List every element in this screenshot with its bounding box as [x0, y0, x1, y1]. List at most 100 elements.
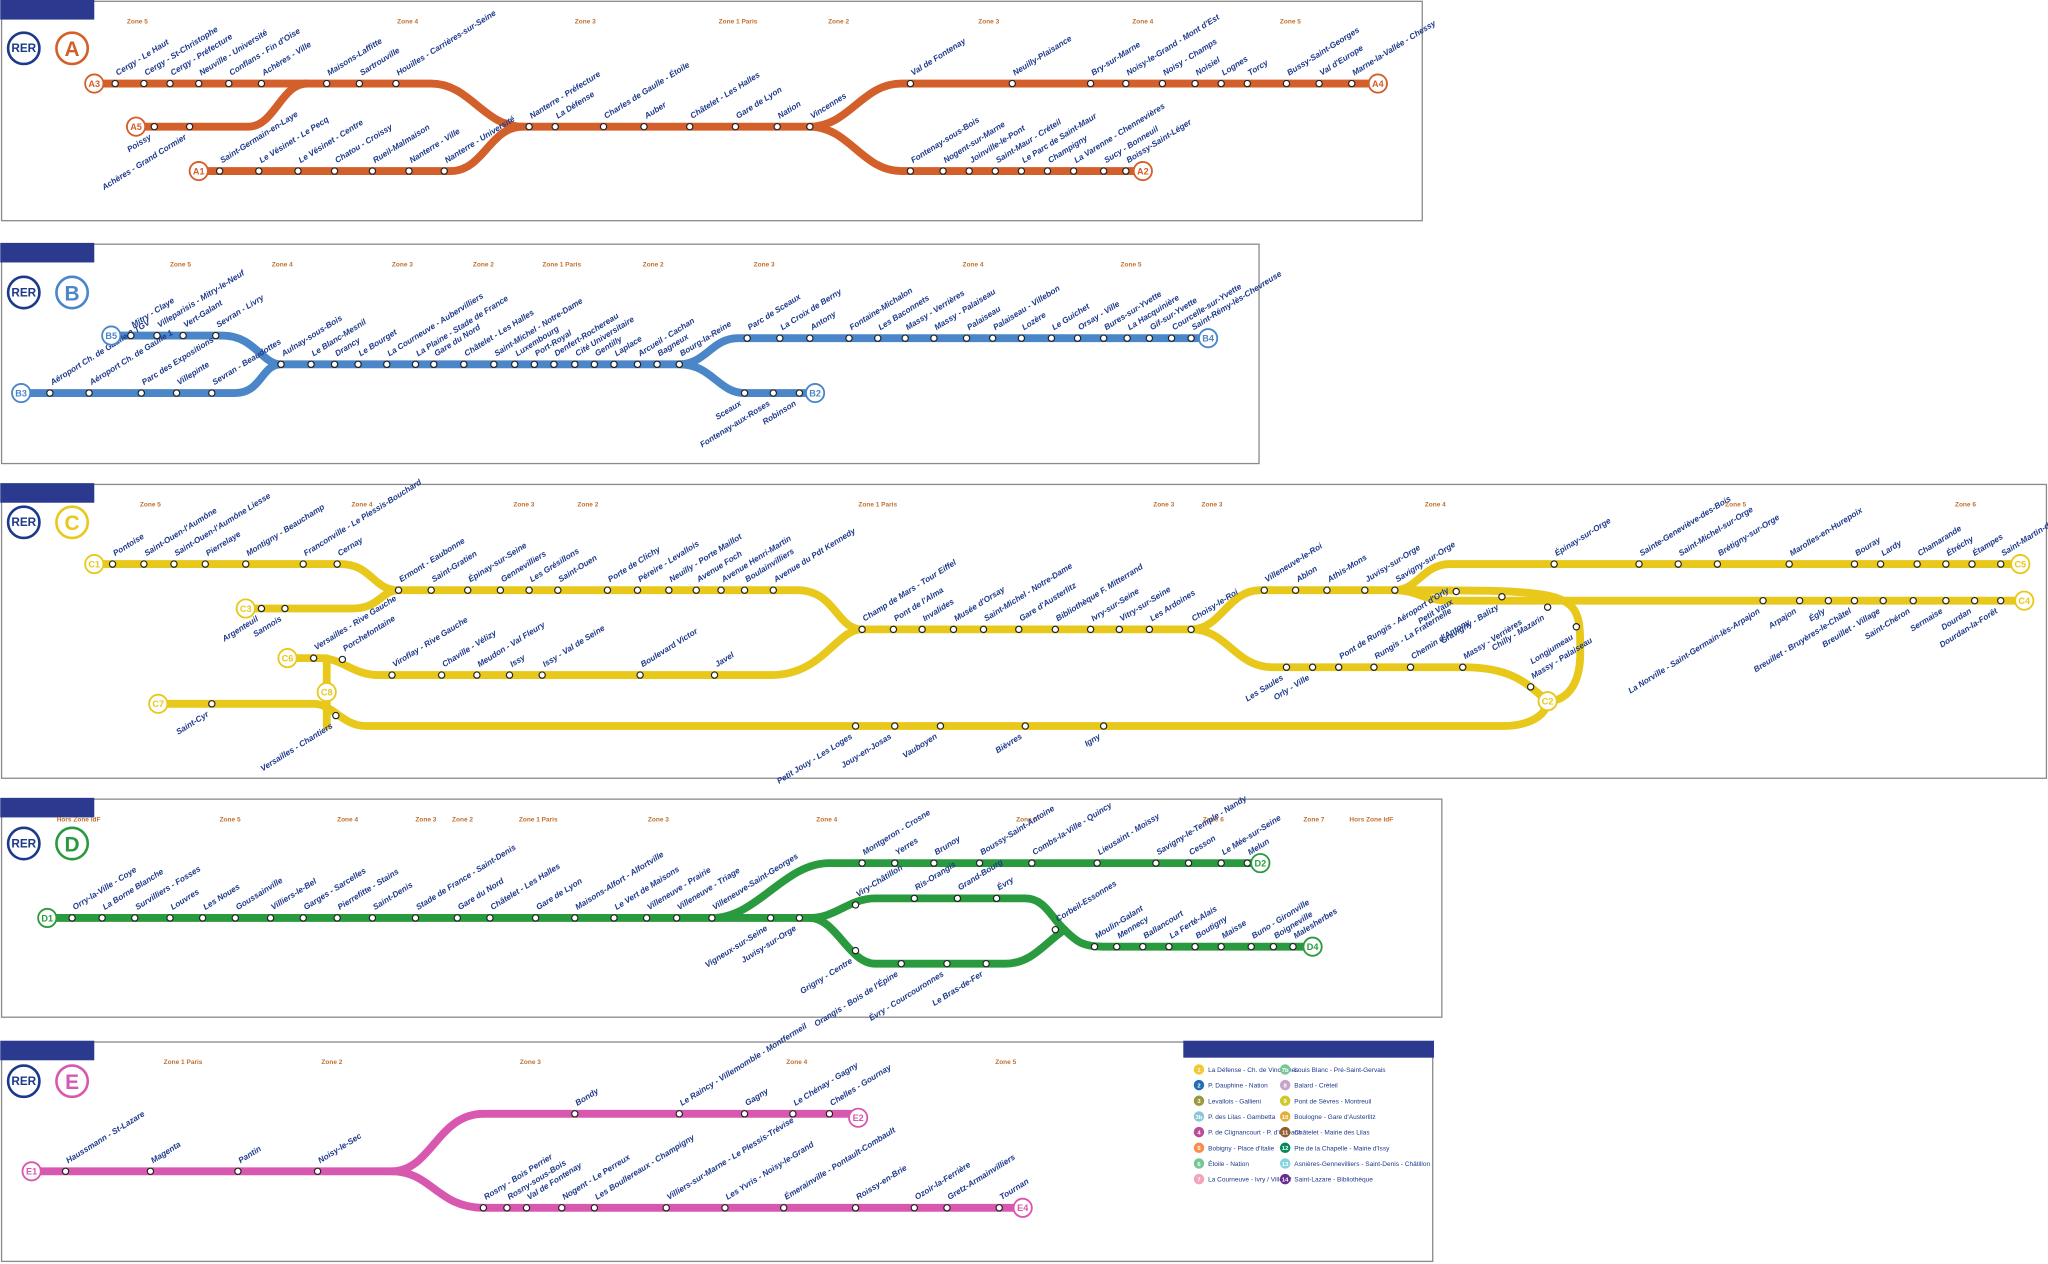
station: [68, 914, 76, 922]
station: [1391, 586, 1399, 594]
branch-badge: [1250, 853, 1271, 874]
station: [1850, 596, 1859, 605]
station: [1090, 942, 1099, 951]
station: [571, 1110, 579, 1118]
track: [708, 894, 1317, 951]
station: [185, 122, 194, 131]
station: [743, 334, 751, 342]
station: [558, 1204, 566, 1212]
station: [554, 586, 562, 594]
station: [550, 360, 558, 369]
branch-badge: [1302, 936, 1323, 957]
station: [503, 1204, 511, 1212]
branch-label: A3: [88, 79, 100, 89]
station: [991, 167, 999, 175]
station: [1051, 625, 1060, 634]
line-letter: C: [65, 512, 80, 535]
rer-badge: [6, 1064, 41, 1099]
station: [354, 360, 362, 369]
station: [858, 625, 866, 634]
branch-badge: [1198, 328, 1219, 349]
branch-badge: [2014, 590, 2035, 611]
station: [1021, 722, 1030, 730]
branch-label: B3: [15, 388, 27, 398]
station: [440, 167, 448, 175]
zone-label: Zone 5: [1280, 19, 1301, 26]
station: [330, 360, 339, 369]
station: [975, 859, 984, 867]
station: [137, 389, 146, 397]
branch-label: E2: [853, 1113, 864, 1123]
branch-badge: [37, 907, 58, 929]
station: [906, 79, 915, 88]
metro-badge: [1279, 1126, 1291, 1138]
station: [874, 334, 882, 342]
zone-label: Zone 6: [1203, 816, 1224, 823]
station: [427, 586, 435, 594]
station: [1152, 859, 1160, 867]
panel-frame: [0, 1041, 1434, 1263]
station: [889, 625, 898, 634]
station: [225, 79, 233, 88]
zone-label: Zone 5: [140, 502, 161, 509]
station: [551, 122, 559, 131]
line-letter: A: [65, 38, 80, 61]
metro-badge: [1193, 1158, 1205, 1169]
metro-code: 11: [1282, 1130, 1289, 1136]
station: [769, 389, 778, 397]
branch-label: C4: [2018, 596, 2031, 606]
branch-label: D4: [1307, 942, 1320, 952]
station: [1112, 942, 1121, 951]
station: [1099, 167, 1108, 175]
branch-badge: [1537, 691, 1558, 712]
station: [1913, 560, 1921, 568]
station: [1291, 586, 1300, 594]
station: [965, 167, 973, 175]
rer-text: RER: [11, 286, 36, 299]
station: [464, 586, 472, 594]
zone-label: Zone 5: [170, 261, 191, 268]
zone-label: Zone 4: [397, 19, 418, 26]
station: [1850, 560, 1859, 568]
station: [1635, 560, 1643, 568]
station: [662, 1204, 670, 1212]
station: [721, 1204, 729, 1212]
station: [266, 914, 275, 922]
legend: 1 La Défense - Ch. de Vincennes 2 P. Dauphi…: [1183, 1040, 1435, 1185]
station: [179, 331, 187, 340]
track: [388, 1167, 1027, 1212]
station: [1073, 334, 1082, 342]
station: [1452, 587, 1460, 596]
station: [1759, 596, 1767, 605]
station: [309, 654, 318, 662]
station: [490, 360, 498, 369]
station: [1997, 596, 2005, 605]
zone-label: Zone 7: [1303, 816, 1324, 823]
station: [505, 671, 514, 679]
zone-label: Zone 3: [1202, 502, 1223, 509]
station: [1459, 663, 1467, 671]
station: [1158, 79, 1167, 88]
station: [307, 360, 315, 369]
station: [460, 360, 468, 369]
branch-label: C6: [282, 654, 294, 664]
station: [46, 389, 54, 397]
station: [995, 1204, 1003, 1212]
station: [1970, 596, 1979, 605]
station: [1876, 560, 1885, 568]
station: [150, 122, 159, 131]
line-letter: E: [65, 1071, 79, 1094]
station: [633, 360, 642, 369]
rer-text: RER: [11, 837, 36, 850]
branch-label: C1: [88, 559, 100, 569]
station: [675, 360, 683, 369]
branch-badge: [21, 1161, 42, 1182]
station: [943, 959, 951, 968]
station: [1187, 334, 1195, 342]
station: [1099, 722, 1108, 730]
zone-label: Zone 4: [786, 1059, 807, 1066]
zone-label: Zone 3: [513, 502, 534, 509]
station: [111, 79, 119, 88]
station: [1406, 663, 1415, 671]
